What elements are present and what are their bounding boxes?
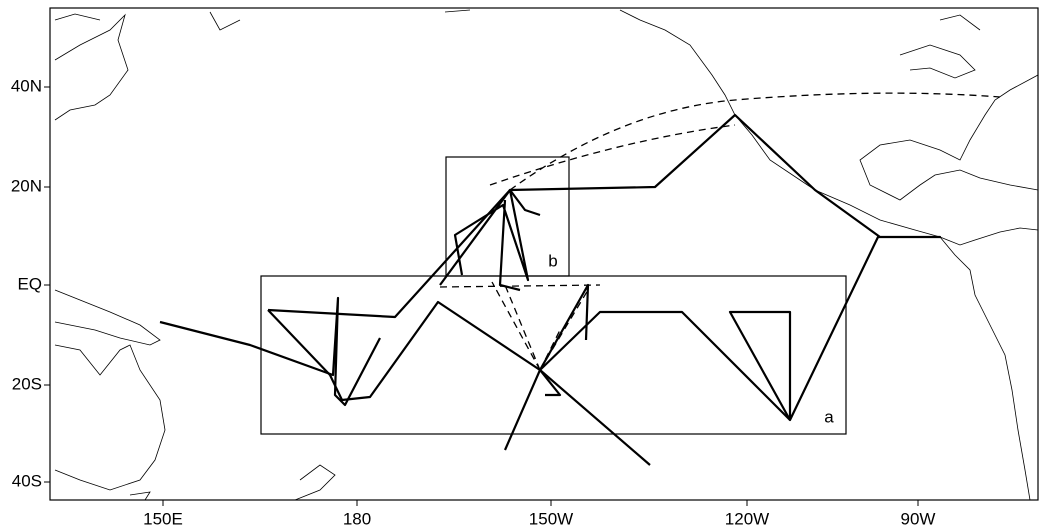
region-box-a	[260, 275, 847, 435]
lat-label: 40N	[11, 76, 42, 95]
lat-axis: 40N 20N EQ 20S 40S	[11, 76, 50, 490]
lat-label: 20N	[11, 176, 42, 195]
lon-label: 120W	[725, 509, 769, 528]
coastlines	[54, 9, 1039, 501]
box-label: a	[824, 407, 834, 426]
lon-label: 150W	[529, 509, 573, 528]
tick-marks	[44, 86, 50, 483]
lon-axis: 150E 180 150W 120W 90W	[143, 500, 935, 528]
lon-label: 150E	[143, 509, 183, 528]
tick-marks	[162, 500, 919, 506]
box-label: b	[548, 251, 557, 270]
lat-label: 40S	[12, 471, 42, 490]
region-box-b	[445, 156, 570, 277]
lat-label: EQ	[17, 274, 42, 293]
ship-tracks	[159, 113, 942, 466]
lon-label: 90W	[901, 509, 936, 528]
lon-label: 180	[343, 509, 371, 528]
map-frame	[49, 7, 1039, 501]
lat-label: 20S	[12, 374, 42, 393]
flight-tracks	[439, 92, 1001, 371]
